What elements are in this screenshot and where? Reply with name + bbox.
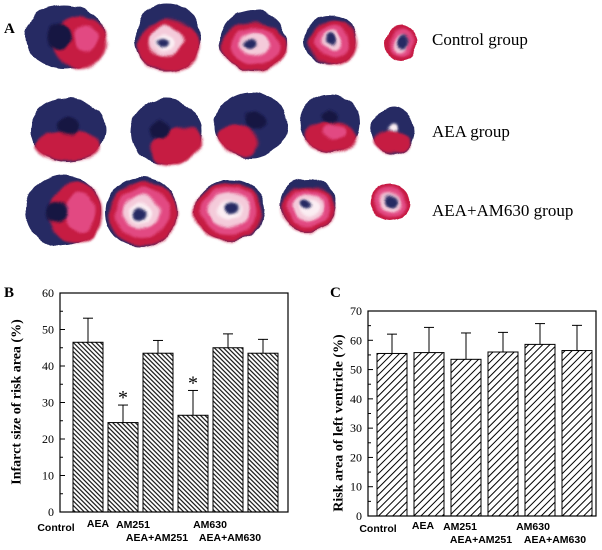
x-category-label-control: Control: [359, 523, 396, 535]
bar-aea-am630: [561, 350, 593, 517]
bar-control: [376, 352, 408, 517]
x-category-label-am630: AM630: [516, 521, 550, 533]
heart-slice-photos: [25, 4, 417, 247]
plot-frame: [59, 292, 289, 513]
y-tick-label: 40: [350, 392, 362, 406]
heart-slice-aea-2: [130, 99, 203, 167]
infarct-zone: [389, 123, 399, 131]
ventricle-lumen: [157, 39, 169, 47]
viable-risk-zone: [373, 130, 411, 154]
panel-b-label: B: [4, 285, 14, 301]
y-tick-label: 40: [42, 359, 54, 373]
y-axis-title: Risk area of left ventricle (%): [332, 334, 347, 512]
infarct-size-bar-chart: Control * AEA AM251 * AEA+AM251 AM630AEA+AM630…: [10, 286, 289, 544]
x-category-label-aea: AEA: [412, 520, 435, 532]
bar-aea: [413, 352, 445, 517]
heart-slice-aea-4: [300, 94, 360, 152]
panel-a-label: A: [4, 21, 15, 37]
heart-slice-aea-am630-4: [280, 178, 336, 232]
ventricle-lumen: [47, 23, 71, 49]
y-tick-label: 60: [42, 286, 54, 300]
significance-asterisk-aea-am251: *: [188, 372, 198, 394]
significance-asterisk-aea: *: [118, 387, 128, 409]
bar-am630: [212, 347, 244, 513]
x-category-label-am251: AM251: [443, 521, 477, 533]
bar-am630: [524, 343, 556, 517]
bar-am251: [450, 358, 482, 517]
y-tick-label: 60: [350, 333, 362, 347]
x-category-label-aea-am251: AEA+AM251: [450, 534, 512, 546]
ventricle-lumen: [384, 196, 398, 208]
heart-slice-aea-5: [371, 107, 415, 155]
bar-control: [72, 341, 104, 513]
heart-slice-aea-am630-5: [370, 185, 410, 221]
heart-slice-aea-am630-2: [105, 177, 177, 247]
viable-risk-zone: [321, 125, 345, 139]
heart-slice-aea-1: [30, 98, 106, 162]
x-category-label-aea-am251: AEA+AM251: [126, 532, 188, 544]
bar-aea-am630: [247, 352, 279, 513]
ventricle-lumen: [322, 110, 338, 124]
heart-slice-aea-am630-1: [25, 175, 102, 247]
y-tick-label: 70: [350, 304, 362, 318]
group-label-aea-am630: AEA+AM630 group: [432, 201, 573, 220]
viable-risk-zone: [35, 131, 101, 161]
group-label-control: Control group: [432, 30, 528, 49]
ventricle-lumen: [397, 35, 409, 49]
group-label-aea: AEA group: [432, 122, 510, 141]
x-category-label-control: Control: [37, 522, 74, 534]
x-category-label-am630: AM630: [193, 519, 227, 531]
y-tick-label: 30: [42, 396, 54, 410]
y-tick-label: 30: [350, 421, 362, 435]
y-tick-label: 0: [48, 505, 54, 519]
plot-frame: [367, 310, 597, 517]
heart-slice-aea-3: [215, 92, 287, 158]
y-tick-label: 50: [42, 323, 54, 337]
panel-b-infarct-size-chart: B Control * AEA AM251 * AEA+AM251 AM630AEA+AM6…: [4, 285, 289, 544]
x-category-label-aea-am630: AEA+AM630: [524, 534, 586, 546]
y-tick-label: 10: [42, 469, 54, 483]
ventricle-lumen: [300, 199, 310, 209]
bar-aea-am251: [487, 351, 519, 517]
heart-slice-aea-am630-3: [194, 180, 265, 240]
ventricle-lumen: [132, 207, 146, 221]
bar-aea-am251: [177, 414, 209, 513]
x-category-label-aea: AEA: [87, 518, 110, 530]
viable-risk-zone: [217, 124, 259, 156]
ventricle-lumen: [223, 202, 239, 214]
x-category-label-aea-am630: AEA+AM630: [199, 532, 261, 544]
heart-slice-control-1: [25, 5, 107, 69]
heart-slice-control-4: [304, 15, 357, 65]
heart-slice-control-3: [220, 10, 286, 72]
y-tick-label: 10: [350, 480, 362, 494]
x-category-label-am251: AM251: [116, 519, 150, 531]
y-tick-label: 20: [350, 450, 362, 464]
bar-aea: [107, 422, 139, 513]
bar-am251: [142, 352, 174, 513]
y-tick-label: 50: [350, 363, 362, 377]
ventricle-lumen: [243, 39, 257, 49]
ventricle-lumen: [325, 34, 335, 46]
ventricle-lumen: [57, 118, 79, 136]
viable-risk-zone: [65, 193, 95, 231]
viable-risk-zone: [74, 25, 98, 53]
heart-slice-control-2: [135, 4, 201, 72]
ventricle-lumen: [150, 120, 170, 138]
panel-a-heart-slices: A Control group AEA group AEA+AM630 grou…: [4, 4, 573, 247]
ventricle-lumen: [46, 202, 68, 222]
ventricle-lumen: [245, 112, 265, 130]
heart-slice-control-5: [385, 25, 417, 61]
y-tick-label: 0: [356, 509, 362, 523]
y-tick-label: 20: [42, 432, 54, 446]
y-axis-title: Infarct size of risk area (%): [10, 319, 25, 485]
panel-c-label: C: [330, 285, 341, 301]
